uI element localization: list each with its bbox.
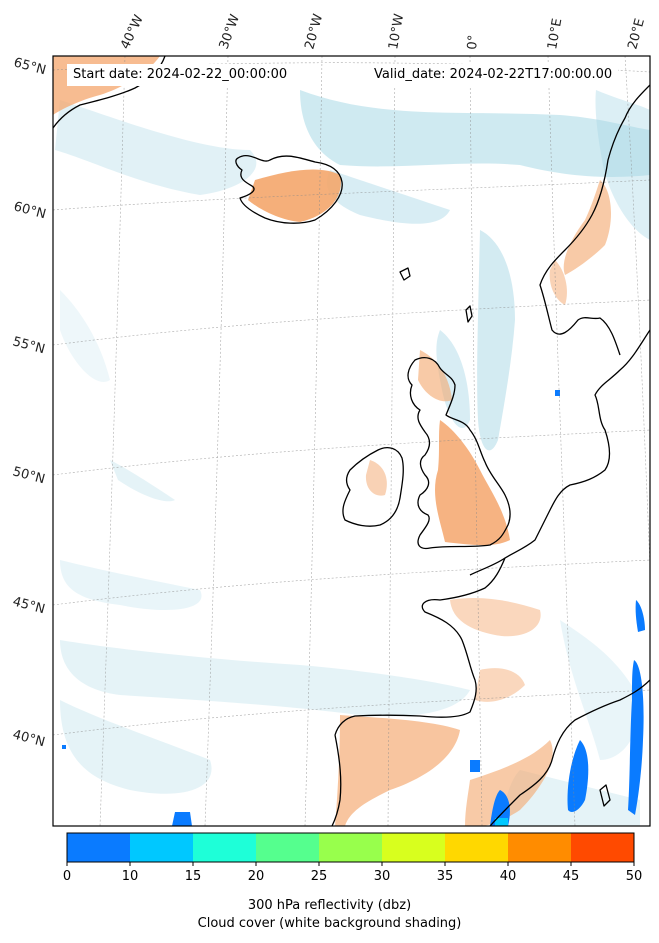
longitude-labels: 40°W 30°W 20°W 10°W 0° 10°E 20°E [118,12,648,51]
lat-label-45n: 45°N [11,594,47,617]
colorbar: 0 10 15 20 25 30 35 40 45 50 [63,832,642,884]
colorbar-tick-label: 25 [311,869,328,884]
lon-label-20e: 20°E [625,17,648,51]
lat-label-40n: 40°N [11,727,47,750]
coast-north-sea-continent [469,329,650,576]
colorbar-tick-label: 30 [374,869,391,884]
colorbar-sublabel: Cloud cover (white background shading) [197,916,462,931]
start-date-label: Start date: 2024-02-22_00:00:00 [67,64,294,86]
coast-ireland [342,447,404,527]
lon-label-20w: 20°W [302,12,326,51]
colorbar-frame [66,832,635,863]
coast-mediterranean [489,679,650,826]
lat-label-50n: 50°N [11,464,47,487]
colorbar-tick-label: 10 [122,869,139,884]
lon-label-40w: 40°W [118,13,147,52]
lon-label-10w: 10°W [386,13,407,51]
colorbar-swatch [571,833,635,862]
colorbar-tick-label: 0 [63,869,71,884]
colorbar-swatch [193,833,257,862]
colorbar-swatch [445,833,509,862]
map-frame [52,55,651,827]
colorbar-label: 300 hPa reflectivity (dbz) [247,898,412,913]
reflectivity-shading [62,390,645,826]
lon-label-30w: 30°W [217,12,243,51]
colorbar-swatch [67,833,131,862]
colorbar-swatch [382,833,446,862]
colorbar-tick-label: 50 [626,869,643,884]
colorbar-tick-label: 20 [248,869,265,884]
colorbar-swatch [130,833,194,862]
lat-label-60n: 60°N [12,199,48,222]
colorbar-swatches [67,833,635,862]
coast-faroes [399,267,411,281]
valid-date-label: Valid_date: 2024-02-22T17:00:00.00 [368,64,619,86]
map-canvas: 40°W 30°W 20°W 10°W 0° 10°E 20°E 65°N 60… [11,12,651,827]
colorbar-tick-label: 35 [437,869,454,884]
precipitation-shading [53,56,612,826]
colorbar-ticks: 0 10 15 20 25 30 35 40 45 50 [63,862,642,884]
lat-label-55n: 55°N [11,334,47,357]
coast-iberia [331,734,342,826]
colorbar-swatch [256,833,320,862]
colorbar-swatch [319,833,383,862]
coast-iceland [235,154,343,224]
lat-label-65n: 65°N [12,55,48,78]
cloud-cover-shading [55,90,650,826]
coast-great-britain [407,357,511,550]
lon-label-10e: 10°E [545,17,565,50]
latitude-labels: 65°N 60°N 55°N 50°N 45°N 40°N [11,55,48,750]
colorbar-tick-label: 45 [563,869,580,884]
reflectivity-light-shading [495,818,508,826]
colorbar-tick-label: 15 [185,869,202,884]
colorbar-tick-label: 40 [500,869,517,884]
colorbar-swatch [508,833,572,862]
coastlines [53,56,650,826]
coast-norway [539,84,650,356]
lon-label-0: 0° [465,34,481,50]
coast-france [334,557,506,736]
